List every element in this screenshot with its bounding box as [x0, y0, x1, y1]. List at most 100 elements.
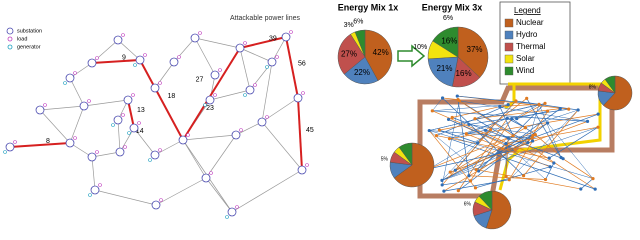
edge-label: 45: [306, 127, 314, 134]
map-node: [484, 128, 488, 132]
power-line: [94, 189, 157, 206]
map-node: [440, 183, 444, 187]
map-node: [501, 147, 505, 151]
map-line: [442, 180, 471, 186]
map-line: [429, 149, 516, 169]
substation: [227, 207, 237, 217]
edge-label: 18: [168, 93, 176, 100]
power-line: [239, 47, 273, 63]
map-line: [535, 134, 564, 159]
power-line: [133, 127, 156, 156]
power-line: [261, 121, 303, 171]
pie-slice: [478, 190, 493, 211]
map-node: [442, 189, 446, 193]
map-node: [591, 176, 595, 181]
map-node: [511, 134, 515, 138]
attackable-line: [297, 97, 303, 171]
slice-label: 21%: [436, 64, 452, 73]
map-line: [458, 118, 508, 191]
legend-label: generator: [17, 44, 41, 50]
map-node: [446, 117, 451, 122]
legend-marker: [7, 44, 13, 50]
slice-label: 10%: [413, 44, 427, 51]
map-line: [459, 100, 596, 190]
map-line: [547, 122, 594, 179]
map-node: [474, 167, 478, 172]
generator: [265, 65, 269, 69]
pie-slice: [603, 75, 633, 111]
pie-slice: [337, 33, 366, 75]
legend-swatch: [504, 54, 514, 64]
map-node: [467, 174, 471, 178]
load: [213, 93, 217, 97]
map-node: [593, 187, 597, 191]
attackable-line: [285, 36, 299, 99]
power-line: [271, 36, 287, 63]
substation: [123, 95, 133, 105]
substation: [87, 58, 97, 68]
load: [143, 53, 147, 57]
load: [305, 163, 309, 167]
map-line: [459, 100, 588, 122]
substation: [65, 73, 75, 83]
power-line: [69, 105, 85, 144]
map-line: [545, 162, 555, 180]
load: [289, 30, 293, 34]
map-node: [455, 94, 459, 98]
power-line: [91, 151, 121, 158]
pie-slice: [343, 56, 379, 85]
map-node: [585, 119, 590, 123]
load: [198, 31, 202, 35]
map-node: [507, 178, 511, 182]
slice-label: 16%: [456, 69, 472, 78]
slice-label: 8%: [589, 84, 597, 90]
map-node: [515, 116, 519, 121]
map-line: [508, 140, 533, 180]
substation: [150, 150, 160, 160]
load: [131, 93, 135, 97]
slice-label: 6%: [353, 18, 363, 25]
load: [98, 183, 102, 187]
slice-label: 42%: [373, 48, 389, 57]
map-line: [511, 118, 536, 135]
attackable-line: [91, 59, 141, 64]
map-node: [531, 133, 535, 138]
power-line: [91, 39, 119, 64]
power-line: [154, 61, 175, 89]
network-title: Attackable power lines: [230, 15, 301, 22]
substation: [210, 70, 220, 80]
map-line: [499, 106, 514, 136]
map-node: [447, 137, 452, 141]
attackable-line: [127, 99, 135, 129]
map-node: [453, 168, 457, 172]
power-line: [182, 139, 207, 179]
map-node: [543, 101, 547, 105]
generator: [133, 63, 137, 67]
power-line: [239, 47, 251, 91]
map-node: [437, 128, 442, 132]
substation: [129, 123, 139, 133]
power-line: [261, 61, 273, 123]
map-line: [505, 143, 546, 180]
power-line: [194, 37, 241, 49]
pie-slice: [364, 29, 393, 82]
load: [158, 148, 162, 152]
slice-label: 3%: [344, 22, 354, 29]
map-node: [596, 112, 600, 116]
map-line: [457, 95, 540, 105]
map-line: [429, 135, 514, 169]
map-node: [448, 170, 452, 174]
pie-slice: [457, 26, 489, 78]
edge-label: 39: [269, 35, 277, 42]
map-node: [464, 132, 468, 136]
attackable-line: [239, 36, 287, 49]
load: [121, 33, 125, 37]
edge-label: 9: [122, 54, 126, 61]
generator: [225, 215, 229, 219]
legend-label: Wind: [516, 66, 534, 75]
load: [218, 68, 222, 72]
load: [243, 41, 247, 45]
power-line: [83, 99, 129, 107]
power-line: [91, 156, 96, 191]
legend-marker: [7, 36, 13, 42]
